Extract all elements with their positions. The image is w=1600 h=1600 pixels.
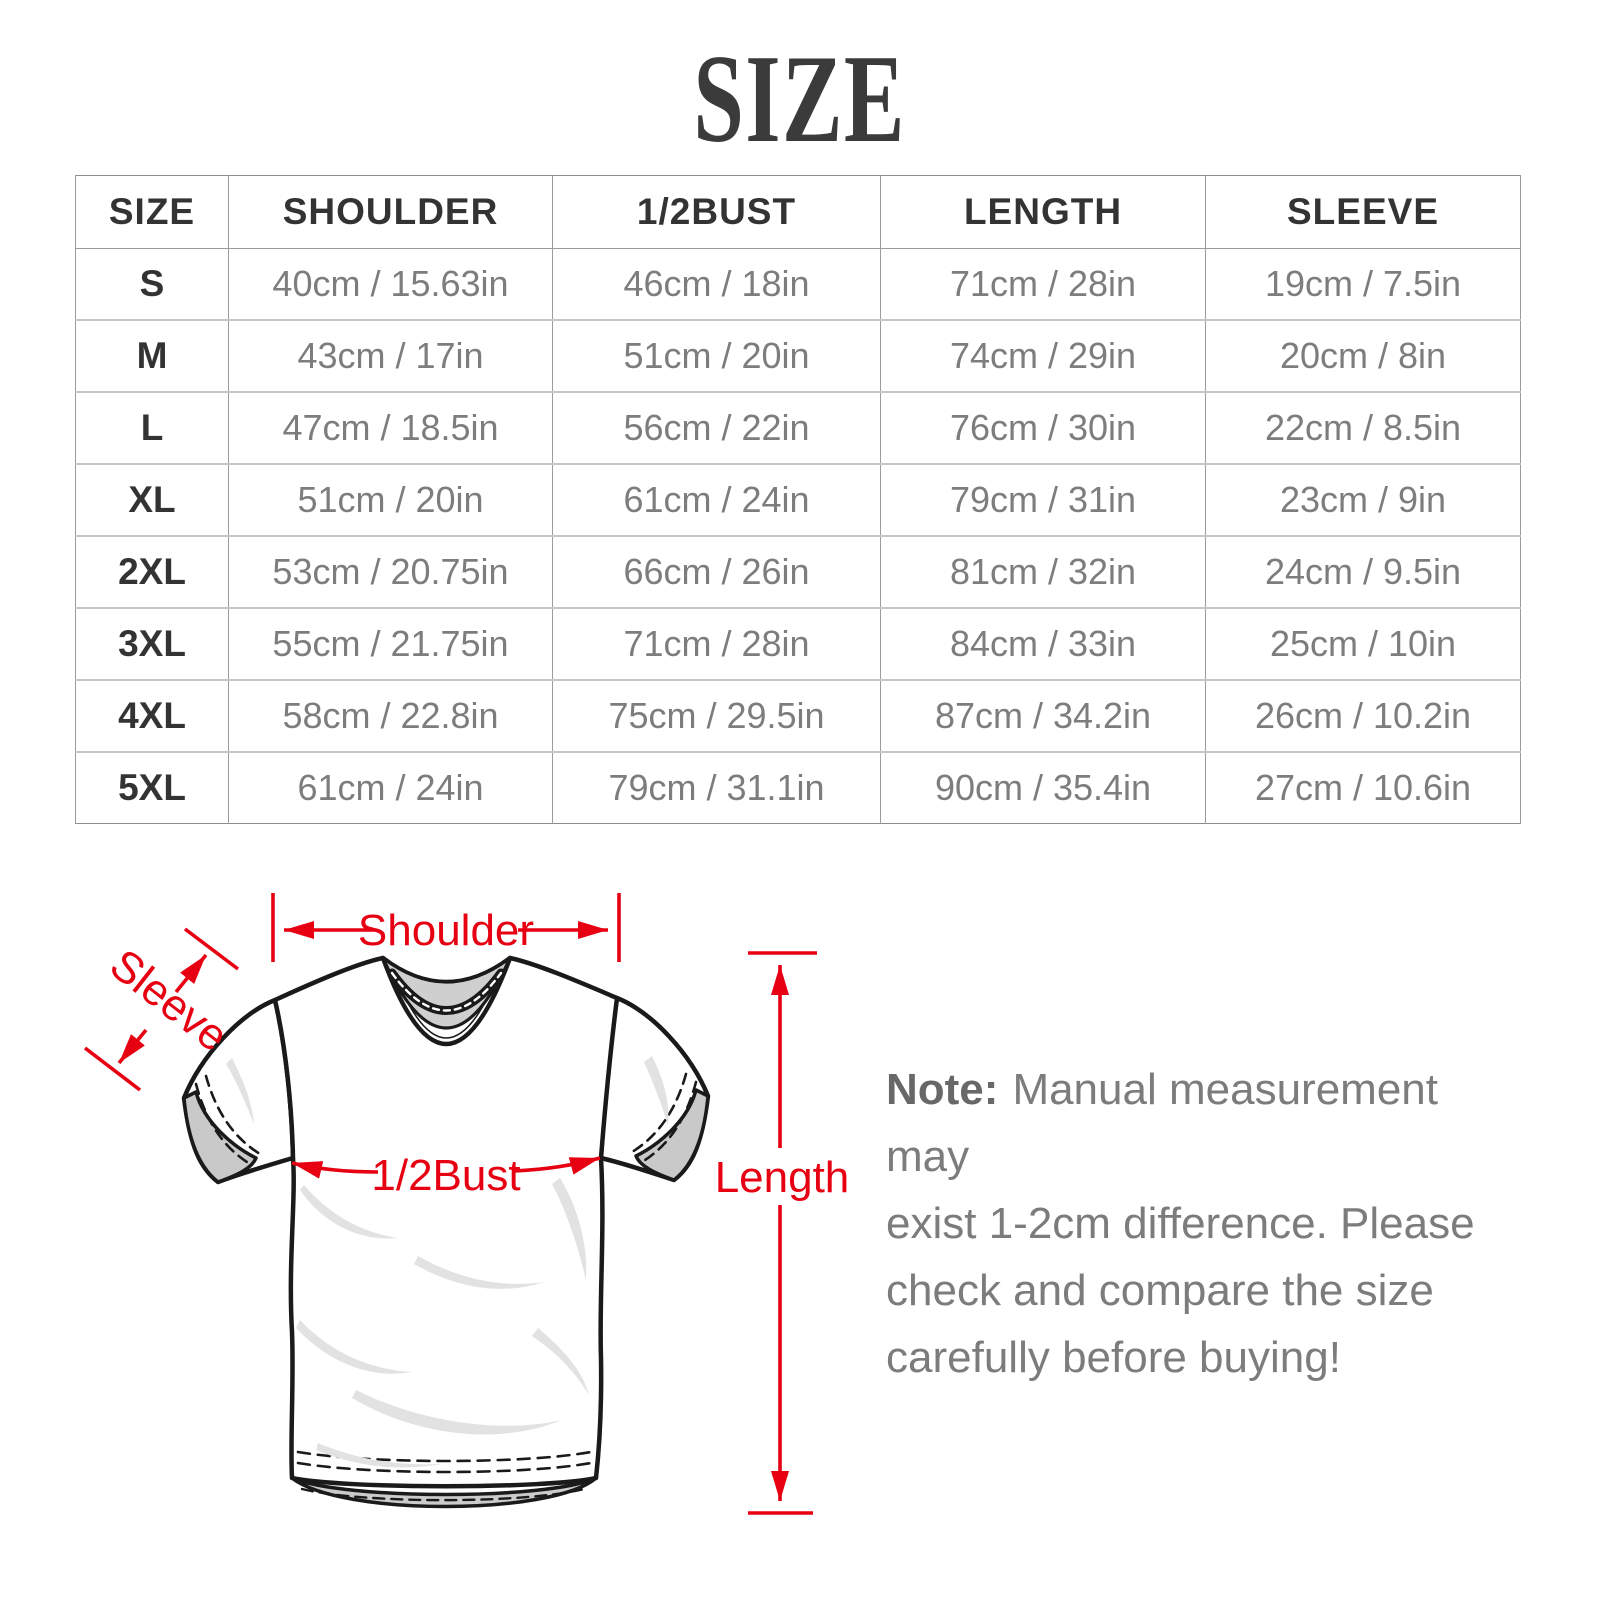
hem-stitch xyxy=(296,1461,593,1474)
note-line: check and compare the size xyxy=(886,1266,1434,1315)
tshirt-neckline xyxy=(380,955,513,1046)
hem-band-stitch xyxy=(300,1486,590,1502)
size-table-header: SIZE SHOULDER 1/2BUST LENGTH SLEEVE xyxy=(75,175,1521,249)
right-cuff-stitch xyxy=(640,1080,698,1164)
half-bust-dimension-label: 1/2Bust xyxy=(371,1151,520,1200)
shoulder-value: 40cm / 15.63in xyxy=(228,248,553,320)
sleeve-arrow-upper xyxy=(174,953,208,994)
table-row: 3XL 55cm / 21.75in 71cm / 28in 84cm / 33… xyxy=(75,607,1521,680)
page-title: SIZE xyxy=(0,28,1600,172)
size-table: SIZE SHOULDER 1/2BUST LENGTH SLEEVE S 40… xyxy=(75,175,1521,824)
table-row: L 47cm / 18.5in 56cm / 22in 76cm / 30in … xyxy=(75,391,1521,464)
shoulder-value: 58cm / 22.8in xyxy=(228,679,553,752)
size-label: 5XL xyxy=(75,751,229,824)
sleeve-value: 24cm / 9.5in xyxy=(1205,535,1521,608)
note-line: Note: Manual measurement may xyxy=(886,1056,1506,1190)
hem-stitch xyxy=(296,1450,593,1463)
shoulder-dimension: Shoulder xyxy=(271,893,621,962)
length-value: 76cm / 30in xyxy=(880,391,1206,464)
length-value: 74cm / 29in xyxy=(880,319,1206,392)
sleeve-value: 27cm / 10.6in xyxy=(1205,751,1521,824)
shoulder-value: 47cm / 18.5in xyxy=(228,391,553,464)
col-header-bust: 1/2BUST xyxy=(552,175,881,249)
length-value: 90cm / 35.4in xyxy=(880,751,1206,824)
note-text: Manual measurement may xyxy=(886,1065,1438,1181)
left-cuff-stitch xyxy=(204,1074,262,1156)
length-value: 71cm / 28in xyxy=(880,248,1206,320)
length-dimension: Length xyxy=(715,951,850,1515)
sleeve-value: 22cm / 8.5in xyxy=(1205,391,1521,464)
sleeve-value: 26cm / 10.2in xyxy=(1205,679,1521,752)
table-row: XL 51cm / 20in 61cm / 24in 79cm / 31in 2… xyxy=(75,463,1521,536)
size-label: S xyxy=(75,248,229,320)
tshirt-collar-rib-highlight xyxy=(390,971,503,1012)
col-header-shoulder: SHOULDER xyxy=(228,175,553,249)
shoulder-value: 53cm / 20.75in xyxy=(228,535,553,608)
half-bust-arrow-right xyxy=(513,1156,601,1175)
note-prefix: Note: xyxy=(886,1065,999,1114)
shoulder-value: 43cm / 17in xyxy=(228,319,553,392)
shoulder-dimension-label: Shoulder xyxy=(358,906,534,955)
table-row: 5XL 61cm / 24in 79cm / 31.1in 90cm / 35.… xyxy=(75,751,1521,824)
table-row: M 43cm / 17in 51cm / 20in 74cm / 29in 20… xyxy=(75,319,1521,392)
tshirt-collar-interior xyxy=(381,956,512,1030)
bust-value: 56cm / 22in xyxy=(552,391,881,464)
tshirt-illustration xyxy=(181,955,711,1509)
shoulder-value: 55cm / 21.75in xyxy=(228,607,553,680)
bust-value: 51cm / 20in xyxy=(552,319,881,392)
size-label: 2XL xyxy=(75,535,229,608)
col-header-length: LENGTH xyxy=(880,175,1206,249)
note-line: carefully before buying! xyxy=(886,1333,1341,1382)
half-bust-dimension: 1/2Bust xyxy=(291,1151,601,1200)
shoulder-value: 51cm / 20in xyxy=(228,463,553,536)
length-value: 84cm / 33in xyxy=(880,607,1206,680)
bust-value: 75cm / 29.5in xyxy=(552,679,881,752)
half-bust-arrow-left xyxy=(291,1161,379,1179)
note-line: exist 1-2cm difference. Please xyxy=(886,1199,1475,1248)
length-value: 81cm / 32in xyxy=(880,535,1206,608)
bust-value: 46cm / 18in xyxy=(552,248,881,320)
tshirt-hem-band xyxy=(290,1476,598,1509)
size-label: L xyxy=(75,391,229,464)
sleeve-arrow-lower xyxy=(117,1028,148,1065)
size-label: M xyxy=(75,319,229,392)
sleeve-dimension-label: Sleeve xyxy=(101,940,237,1061)
right-cuff-stitch xyxy=(630,1072,688,1154)
sleeve-value: 20cm / 8in xyxy=(1205,319,1521,392)
bust-value: 71cm / 28in xyxy=(552,607,881,680)
table-row: S 40cm / 15.63in 46cm / 18in 71cm / 28in… xyxy=(75,248,1521,320)
col-header-size: SIZE xyxy=(75,175,229,249)
length-dimension-label: Length xyxy=(715,1153,850,1202)
length-value: 87cm / 34.2in xyxy=(880,679,1206,752)
table-row: 2XL 53cm / 20.75in 66cm / 26in 81cm / 32… xyxy=(75,535,1521,608)
sleeve-value: 25cm / 10in xyxy=(1205,607,1521,680)
size-label: 3XL xyxy=(75,607,229,680)
tshirt-wrinkles xyxy=(226,1056,669,1468)
page-title-text: SIZE xyxy=(693,30,907,169)
length-value: 79cm / 31in xyxy=(880,463,1206,536)
bust-value: 79cm / 31.1in xyxy=(552,751,881,824)
measurement-note: Note: Manual measurement may exist 1-2cm … xyxy=(886,1056,1506,1391)
sleeve-tick-lower xyxy=(83,1046,142,1092)
table-row: 4XL 58cm / 22.8in 75cm / 29.5in 87cm / 3… xyxy=(75,679,1521,752)
sleeve-tick-upper xyxy=(183,927,240,971)
sleeve-value: 19cm / 7.5in xyxy=(1205,248,1521,320)
left-cuff-stitch xyxy=(194,1082,252,1166)
shoulder-value: 61cm / 24in xyxy=(228,751,553,824)
bust-value: 66cm / 26in xyxy=(552,535,881,608)
sleeve-value: 23cm / 9in xyxy=(1205,463,1521,536)
bust-value: 61cm / 24in xyxy=(552,463,881,536)
size-label: XL xyxy=(75,463,229,536)
col-header-sleeve: SLEEVE xyxy=(1205,175,1521,249)
